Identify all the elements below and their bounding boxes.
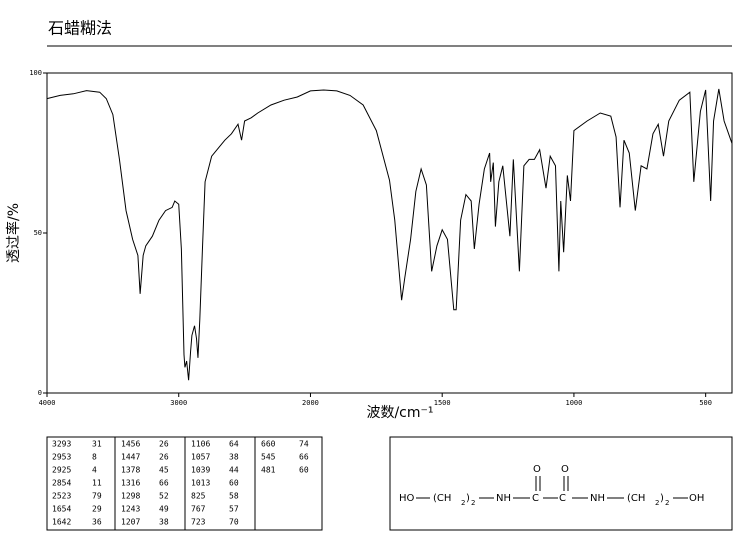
peak-table-cell: 44 <box>229 466 239 475</box>
title: 石蜡糊法 <box>48 19 112 38</box>
peak-table-cell: 1456 <box>121 440 140 449</box>
structure-label: HO <box>399 493 415 504</box>
x-tick-label: 1000 <box>565 399 582 407</box>
x-tick-label: 4000 <box>39 399 56 407</box>
peak-table-cell: 1447 <box>121 453 140 462</box>
peak-table-cell: 2953 <box>52 453 71 462</box>
structure-label: O <box>533 464 541 475</box>
peak-table-cell: 1106 <box>191 440 210 449</box>
peak-table-cell: 38 <box>229 453 239 462</box>
peak-table-cell: 1207 <box>121 518 140 527</box>
structure-label: C <box>559 493 566 504</box>
x-tick-label: 3000 <box>170 399 187 407</box>
peak-table-cell: 66 <box>299 453 309 462</box>
peak-table-cell: 1298 <box>121 492 140 501</box>
peak-table-cell: 45 <box>159 466 169 475</box>
structure-label: NH <box>590 493 605 504</box>
peak-table-cell: 1642 <box>52 518 71 527</box>
peak-table-cell: 79 <box>92 492 102 501</box>
peak-table-cell: 3293 <box>52 440 71 449</box>
x-tick-label: 2000 <box>302 399 319 407</box>
structure-label: OH <box>689 493 704 504</box>
peak-table-cell: 57 <box>229 505 239 514</box>
peak-table-cell: 4 <box>92 466 97 475</box>
peak-table-cell: 481 <box>261 466 276 475</box>
peak-table-cell: 11 <box>92 479 102 488</box>
peak-table-cell: 8 <box>92 453 97 462</box>
x-tick-label: 500 <box>699 399 712 407</box>
structure-label: (CH <box>627 493 645 504</box>
peak-table-cell: 1057 <box>191 453 210 462</box>
peak-table-cell: 660 <box>261 440 276 449</box>
peak-table-cell: 1316 <box>121 479 140 488</box>
y-tick-label: 0 <box>38 389 42 397</box>
peak-table-cell: 49 <box>159 505 169 514</box>
structure-label: 2 <box>665 499 669 507</box>
peak-table-cell: 74 <box>299 440 309 449</box>
peak-table-cell: 545 <box>261 453 276 462</box>
peak-table-cell: 767 <box>191 505 206 514</box>
peak-table-cell: 66 <box>159 479 169 488</box>
x-tick-label: 1500 <box>434 399 451 407</box>
peak-table-cell: 1013 <box>191 479 210 488</box>
peak-table-cell: 26 <box>159 440 169 449</box>
peak-table-cell: 1378 <box>121 466 140 475</box>
peak-table-cell: 29 <box>92 505 102 514</box>
peak-table-cell: 38 <box>159 518 169 527</box>
structure-label: C <box>532 493 539 504</box>
structure-label: 2 <box>471 499 475 507</box>
peak-table-cell: 723 <box>191 518 206 527</box>
structure-label: O <box>561 464 569 475</box>
peak-table-cell: 1039 <box>191 466 210 475</box>
peak-table-cell: 2523 <box>52 492 71 501</box>
peak-table-cell: 1243 <box>121 505 140 514</box>
structure-label: (CH <box>433 493 451 504</box>
peak-table-cell: 825 <box>191 492 206 501</box>
structure-label: NH <box>496 493 511 504</box>
structure-label: ) <box>660 493 664 504</box>
structure-bonds <box>416 476 688 499</box>
structure-frame <box>389 436 733 531</box>
structure-label: 2 <box>655 499 659 507</box>
structure-label: 2 <box>461 499 465 507</box>
peak-table-cell: 60 <box>299 466 309 475</box>
spectrum-line <box>46 88 733 381</box>
y-tick-label: 50 <box>34 229 42 237</box>
x-axis-label: 波数/cm⁻¹ <box>366 405 433 421</box>
peak-table-cell: 36 <box>92 518 102 527</box>
y-axis-label: 透过率/% <box>5 203 22 263</box>
peak-table-cell: 60 <box>229 479 239 488</box>
peak-table-cell: 31 <box>92 440 102 449</box>
y-tick-label: 100 <box>29 69 42 77</box>
peak-table-cell: 64 <box>229 440 239 449</box>
peak-table-cell: 70 <box>229 518 239 527</box>
peak-table-cell: 1654 <box>52 505 71 514</box>
peak-table-cell: 52 <box>159 492 169 501</box>
structure-label: ) <box>466 493 470 504</box>
peak-table-cell: 2925 <box>52 466 71 475</box>
peak-table-cell: 58 <box>229 492 239 501</box>
peak-table-cell: 26 <box>159 453 169 462</box>
plot-frame <box>46 72 733 394</box>
peak-table-cell: 2854 <box>52 479 71 488</box>
